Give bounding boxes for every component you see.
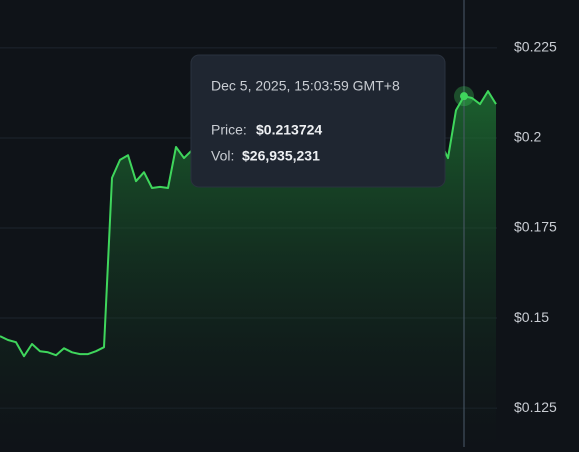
y-tick-label: $0.125 [514,399,557,415]
y-tick-label: $0.2 [514,129,541,145]
tooltip-date: Dec 5, 2025, 15:03:59 GMT+8 [211,78,400,94]
tooltip-vol-label: Vol: [211,148,234,164]
hover-point [460,92,468,101]
y-tick-label: $0.175 [514,219,557,235]
y-tick-label: $0.225 [514,39,557,55]
tooltip: Dec 5, 2025, 15:03:59 GMT+8 Price: $0.21… [190,54,446,188]
tooltip-box [190,54,446,188]
tooltip-price-label: Price: [211,122,247,138]
tooltip-price: $0.213724 [256,122,322,138]
y-tick-label: $0.15 [514,309,549,325]
tooltip-vol: $26,935,231 [242,148,320,164]
